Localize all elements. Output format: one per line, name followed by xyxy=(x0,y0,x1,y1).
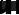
Bar xyxy=(6,4,7,10)
Bar xyxy=(13,9,14,10)
Bar xyxy=(11,8,12,10)
Bar xyxy=(8,5,9,10)
